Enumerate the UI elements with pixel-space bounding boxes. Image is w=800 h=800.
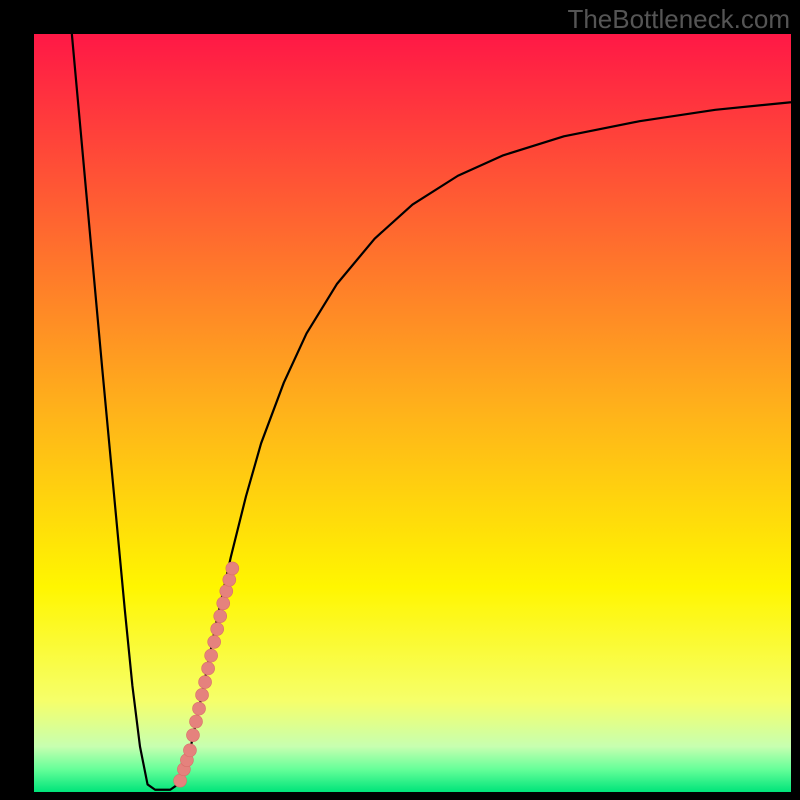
- watermark-text: TheBottleneck.com: [567, 4, 790, 35]
- data-marker: [174, 774, 187, 787]
- data-marker: [186, 729, 199, 742]
- data-marker: [220, 585, 233, 598]
- data-marker: [223, 573, 236, 586]
- bottleneck-curve: [72, 34, 791, 790]
- data-marker: [214, 610, 227, 623]
- data-marker: [199, 676, 212, 689]
- data-marker: [226, 562, 239, 575]
- data-marker: [208, 635, 221, 648]
- data-marker: [211, 623, 224, 636]
- data-marker: [196, 688, 209, 701]
- marker-group: [174, 562, 239, 787]
- data-marker: [190, 715, 203, 728]
- data-marker: [217, 597, 230, 610]
- data-marker: [193, 702, 206, 715]
- chart-svg: [0, 0, 800, 800]
- chart-frame: TheBottleneck.com: [0, 0, 800, 800]
- data-marker: [183, 744, 196, 757]
- data-marker: [202, 662, 215, 675]
- data-marker: [205, 649, 218, 662]
